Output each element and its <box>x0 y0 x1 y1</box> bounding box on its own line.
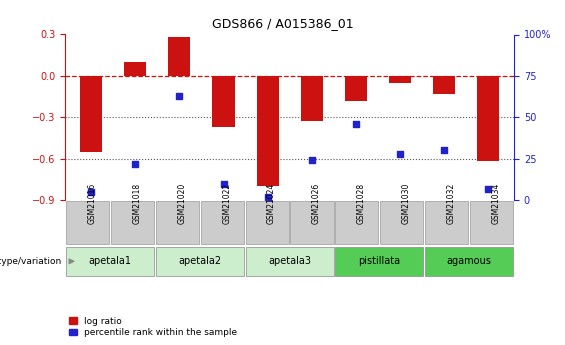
Bar <box>168 37 190 76</box>
Text: GSM21030: GSM21030 <box>402 183 411 224</box>
Text: pistillata: pistillata <box>358 256 401 266</box>
Bar <box>345 76 367 101</box>
Text: genotype/variation: genotype/variation <box>0 257 62 266</box>
Bar <box>290 201 333 244</box>
Bar <box>389 76 411 83</box>
Point <box>87 189 96 195</box>
Text: apetala3: apetala3 <box>268 256 311 266</box>
Text: GSM21026: GSM21026 <box>312 183 321 224</box>
Bar <box>477 76 499 161</box>
Text: agamous: agamous <box>447 256 492 266</box>
Bar <box>336 201 379 244</box>
Bar <box>156 247 244 276</box>
Text: GSM21016: GSM21016 <box>88 183 97 224</box>
Bar <box>201 201 244 244</box>
Bar <box>246 201 289 244</box>
Text: apetala1: apetala1 <box>88 256 132 266</box>
Bar <box>336 247 423 276</box>
Bar <box>246 247 333 276</box>
Text: GSM21020: GSM21020 <box>177 183 186 224</box>
Bar <box>156 201 199 244</box>
Text: GSM21024: GSM21024 <box>267 183 276 224</box>
Bar <box>212 76 234 127</box>
Text: GSM21028: GSM21028 <box>357 183 366 224</box>
Bar <box>380 201 423 244</box>
Point <box>395 151 404 157</box>
Point <box>131 161 140 166</box>
Point <box>351 121 360 127</box>
Bar <box>257 76 279 186</box>
Text: GSM21022: GSM21022 <box>222 183 231 224</box>
Text: GSM21032: GSM21032 <box>447 183 456 224</box>
Bar <box>470 201 513 244</box>
Text: GSM21018: GSM21018 <box>132 183 141 224</box>
Bar <box>66 247 154 276</box>
Bar <box>66 201 109 244</box>
Bar <box>80 76 102 152</box>
Text: GDS866 / A015386_01: GDS866 / A015386_01 <box>212 17 353 30</box>
Bar <box>433 76 455 94</box>
Bar <box>111 201 154 244</box>
Bar <box>425 247 513 276</box>
Point <box>439 148 448 153</box>
Bar <box>124 62 146 76</box>
Point <box>483 186 492 191</box>
Text: GSM21034: GSM21034 <box>492 183 501 224</box>
Point <box>175 93 184 99</box>
Text: apetala2: apetala2 <box>178 256 221 266</box>
Bar <box>301 76 323 121</box>
Legend: log ratio, percentile rank within the sample: log ratio, percentile rank within the sa… <box>69 317 237 337</box>
Bar <box>425 201 468 244</box>
Point <box>307 158 316 163</box>
Point <box>263 194 272 199</box>
Point <box>219 181 228 186</box>
